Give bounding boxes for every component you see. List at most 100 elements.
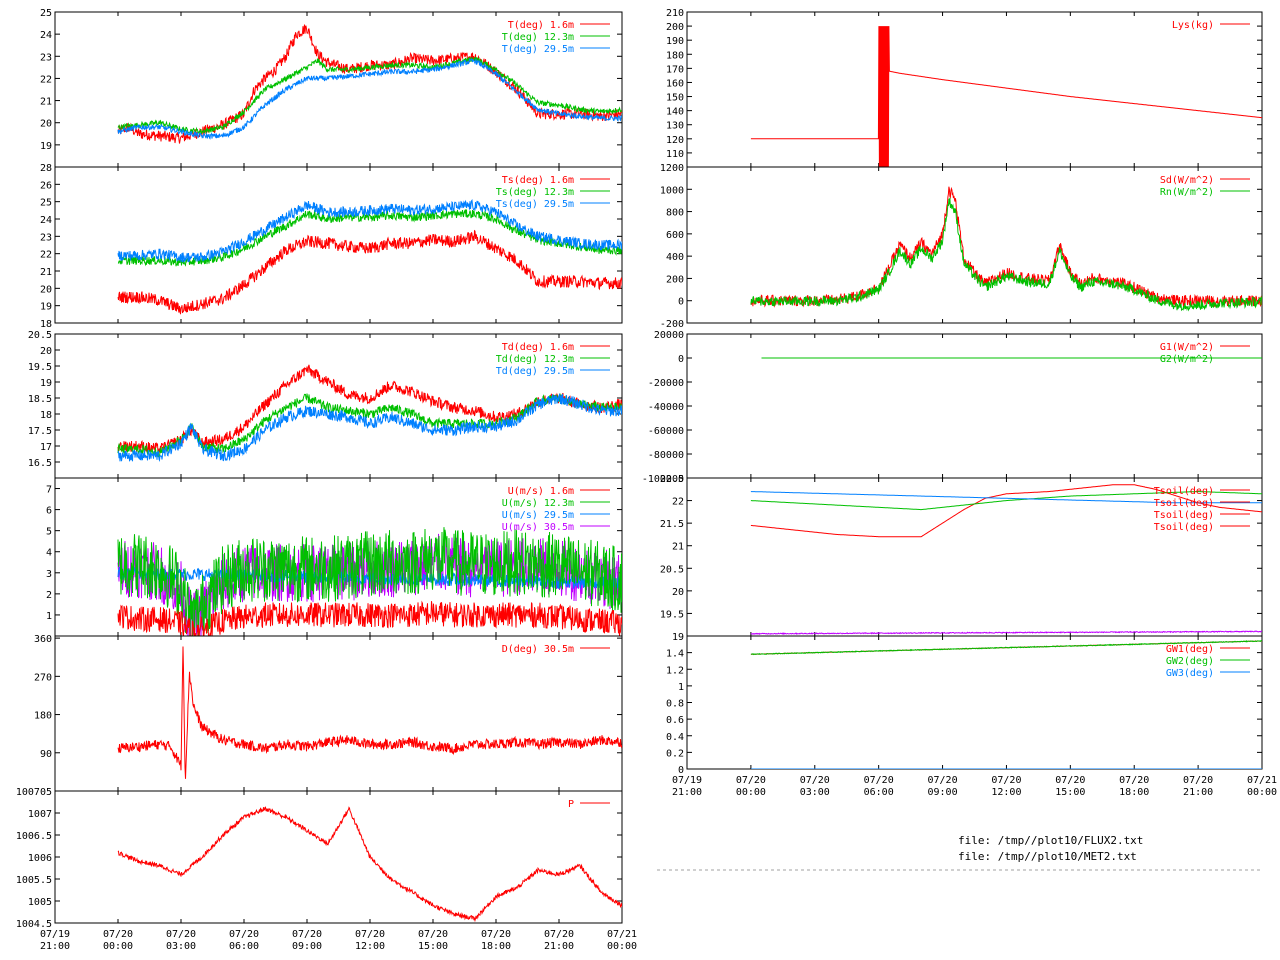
y-tick-label: 25 [40, 198, 52, 209]
y-tick-label: 20.5 [28, 330, 52, 341]
series-line-sd-1 [750, 197, 1262, 312]
y-tick-label: 1006 [28, 853, 52, 864]
file-list: file: /tmp//plot10/FLUX2.txt file: /tmp/… [958, 833, 1143, 865]
y-tick-label: 200 [666, 22, 684, 33]
y-tick-label: 22.5 [660, 474, 684, 485]
y-tick-label: 400 [666, 252, 684, 263]
x-tick-label: 07/20 [800, 775, 830, 786]
y-tick-label: 170 [666, 64, 684, 75]
y-tick-label: 20000 [654, 330, 684, 341]
legend-label: G1(W/m^2) [1160, 342, 1214, 353]
y-tick-label: 21 [672, 542, 684, 553]
y-tick-label: 800 [666, 208, 684, 219]
y-tick-label: 120 [666, 135, 684, 146]
x-tick-label: 07/20 [229, 929, 259, 940]
x-tick-label: 07/20 [1119, 775, 1149, 786]
y-tick-label: 1006.5 [16, 831, 52, 842]
legend-label: GW1(deg) [1166, 644, 1214, 655]
x-tick-label: 06:00 [864, 787, 894, 798]
x-tick-label: 21:00 [1183, 787, 1213, 798]
legend-label: Tsoil(deg) [1154, 498, 1214, 509]
series-line-sd-0 [750, 186, 1262, 308]
y-tick-label: 270 [34, 672, 52, 683]
panel-p: 1004.5 1005 1005.5 1006 1006.5 1007 100705 07/1… [16, 787, 637, 952]
x-tick-label: 07/19 [672, 775, 702, 786]
y-tick-label: 22 [40, 250, 52, 261]
series-line-gw-1 [750, 640, 1262, 656]
y-tick-label: 360 [34, 634, 52, 645]
x-tick-label: 07/20 [166, 929, 196, 940]
series-line-t-1 [117, 56, 622, 136]
y-tick-label: 1.4 [666, 649, 684, 660]
legend-label: GW2(deg) [1166, 656, 1214, 667]
y-tick-label: 2 [46, 590, 52, 601]
y-tick-label: 22 [40, 74, 52, 85]
y-tick-label: 0.4 [666, 732, 684, 743]
legend-label: T(deg) 12.3m [502, 32, 574, 43]
legend-label: Ts(deg) 12.3m [496, 187, 574, 198]
y-tick-label: -40000 [648, 402, 684, 413]
y-tick-label: 0.8 [666, 699, 684, 710]
panel-frame [686, 166, 1263, 324]
y-tick-label: -80000 [648, 450, 684, 461]
x-tick-label: 18:00 [481, 941, 511, 952]
x-tick-label: 07/20 [103, 929, 133, 940]
x-tick-label: 21:00 [672, 787, 702, 798]
y-tick-label: 19.5 [660, 609, 684, 620]
series-line-ts-0 [117, 229, 622, 315]
x-tick-label: 07/20 [1183, 775, 1213, 786]
panel-t: 19 20 21 22 23 24 25 T(deg) 1.6mT(deg) 12.3mT(d… [40, 8, 623, 168]
y-tick-label: 0 [678, 297, 684, 308]
y-tick-label: 180 [666, 50, 684, 61]
x-tick-label: 00:00 [607, 941, 637, 952]
y-tick-label: 1005 [28, 897, 52, 908]
x-tick-label: 07/20 [1055, 775, 1085, 786]
x-tick-label: 00:00 [1247, 787, 1277, 798]
y-tick-label: 23 [40, 232, 52, 243]
y-tick-label: 0 [678, 354, 684, 365]
series-line-tsoil-0 [750, 484, 1262, 538]
y-tick-label: 20.5 [660, 564, 684, 575]
legend-label: Ts(deg) 29.5m [496, 199, 574, 210]
y-tick-label: 17 [40, 442, 52, 453]
x-tick-label: 07/20 [355, 929, 385, 940]
x-tick-label: 07/20 [928, 775, 958, 786]
legend-label: G2(W/m^2) [1160, 354, 1214, 365]
series-line-tsoil-2 [750, 491, 1262, 504]
panel-frame [686, 11, 1263, 168]
legend-label: Tsoil(deg) [1154, 522, 1214, 533]
y-tick-label: 3 [46, 569, 52, 580]
series-line-p-0 [117, 806, 622, 923]
legend-label: GW3(deg) [1166, 668, 1214, 679]
y-tick-label: 24 [40, 30, 52, 41]
y-tick-label: 19 [40, 378, 52, 389]
y-tick-label: 19.5 [28, 362, 52, 373]
legend-label: P [568, 799, 574, 810]
panel-u: 1 2 3 4 5 6 7 U(m/s) 1.6mU(m/s) 12.3mU(m/s) 29.… [46, 477, 623, 637]
panel-d: 90 180 270 360 D(deg) 30.5m [34, 634, 623, 792]
y-tick-label: 190 [666, 36, 684, 47]
x-tick-label: 15:00 [418, 941, 448, 952]
y-tick-label: 1007 [28, 809, 52, 820]
legend-label: Lys(kg) [1172, 20, 1214, 31]
y-tick-label: -20000 [648, 378, 684, 389]
x-tick-label: 07/20 [736, 775, 766, 786]
y-tick-label: 25 [40, 8, 52, 19]
y-tick-label: 0.2 [666, 748, 684, 759]
x-tick-label: 00:00 [736, 787, 766, 798]
x-tick-label: 12:00 [355, 941, 385, 952]
x-tick-label: 12:00 [991, 787, 1021, 798]
series-line-td-2 [117, 392, 622, 463]
y-tick-label: 90 [40, 749, 52, 760]
legend-label: Td(deg) 12.3m [496, 354, 574, 365]
legend-label: Td(deg) 1.6m [502, 342, 574, 353]
x-tick-label: 07/21 [1247, 775, 1277, 786]
x-tick-label: 21:00 [544, 941, 574, 952]
x-tick-label: 07/20 [991, 775, 1021, 786]
y-tick-label: 23 [40, 52, 52, 63]
y-tick-label: -60000 [648, 426, 684, 437]
x-tick-label: 07/20 [292, 929, 322, 940]
y-tick-label: 150 [666, 93, 684, 104]
